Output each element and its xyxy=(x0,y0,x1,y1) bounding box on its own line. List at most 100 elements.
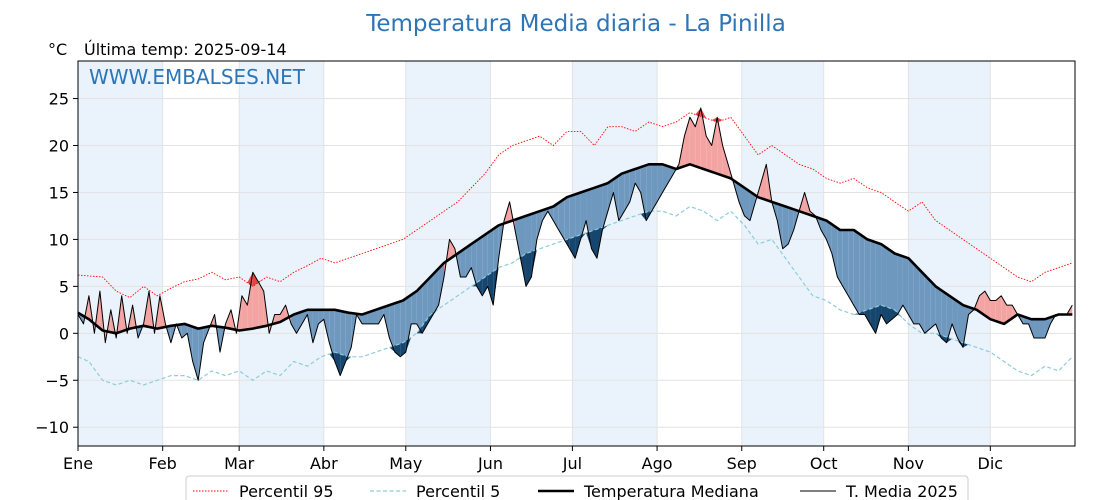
fill-below-median xyxy=(919,269,925,334)
fill-above-median xyxy=(995,295,1002,323)
fill-below-median xyxy=(433,268,439,315)
fill-above-median xyxy=(1001,295,1007,323)
fill-below-median xyxy=(181,324,188,339)
last-temp-label: Última temp: 2025-09-14 xyxy=(84,40,287,59)
fill-above-median xyxy=(722,145,729,178)
fill-below-median xyxy=(438,262,445,306)
fill-below-median xyxy=(662,164,669,193)
fill-below-median xyxy=(891,251,898,320)
fill-below-median xyxy=(820,218,827,240)
fill-below-median xyxy=(902,256,909,315)
fill-above-p95 xyxy=(252,272,259,287)
fill-below-p5 xyxy=(935,333,942,339)
fill-below-median xyxy=(1039,319,1045,339)
fill-below-median xyxy=(946,293,953,343)
fill-below-median xyxy=(908,258,914,324)
y-tick-label: −5 xyxy=(45,371,69,390)
fill-below-median xyxy=(957,301,964,348)
y-tick-label: 20 xyxy=(49,137,69,156)
fill-below-p5 xyxy=(870,307,876,334)
x-tick-label-feb: Feb xyxy=(149,454,177,473)
line-temperatura-mediana xyxy=(77,163,1073,335)
fill-above-median xyxy=(990,300,996,322)
fill-below-p5 xyxy=(602,225,608,231)
month-band-jul xyxy=(572,61,658,446)
fill-below-median xyxy=(668,166,674,184)
fill-below-median xyxy=(515,217,521,259)
fill-below-median xyxy=(853,230,860,315)
y-axis: −10 −5 0 5 10 15 20 25 xyxy=(35,90,78,437)
fill-below-median xyxy=(657,164,663,202)
legend-label-temperatura-mediana: Temperatura Mediana xyxy=(583,482,759,500)
fill-below-median xyxy=(881,244,887,324)
fill-below-median xyxy=(941,290,947,343)
fill-below-p5 xyxy=(531,249,537,277)
fill-above-median xyxy=(700,107,707,170)
x-tick-label-mar: Mar xyxy=(224,454,255,473)
fill-below-median xyxy=(564,196,570,249)
fill-below-median xyxy=(460,247,466,277)
fill-below-median xyxy=(777,203,783,249)
y-unit-label: °C xyxy=(48,40,67,59)
fill-below-median xyxy=(749,191,756,221)
month-band-ene xyxy=(78,61,163,446)
watermark: WWW.EMBALSES.NET xyxy=(89,65,306,89)
y-tick-label: 15 xyxy=(49,183,69,202)
fill-below-median xyxy=(192,326,199,381)
fill-below-median xyxy=(1044,317,1051,339)
fill-below-p5 xyxy=(405,337,412,353)
fill-below-p5 xyxy=(340,353,346,376)
fill-below-p5 xyxy=(476,278,483,296)
fill-below-median xyxy=(651,164,658,212)
legend-label-t-media-2025: T. Media 2025 xyxy=(845,482,958,500)
fill-above-median xyxy=(247,272,253,330)
y-tick-label: 10 xyxy=(49,230,69,249)
line-percentil-5 xyxy=(77,205,1073,386)
fill-above-median xyxy=(979,291,985,316)
fill-below-p5 xyxy=(963,342,969,348)
fill-below-p5 xyxy=(881,305,887,324)
fill-below-median xyxy=(624,170,630,212)
fill-below-p5 xyxy=(569,236,576,259)
fill-above-median xyxy=(760,164,767,200)
x-tick-label-abr: Abr xyxy=(310,454,338,473)
y-tick-label: 0 xyxy=(59,324,69,343)
x-tick-label-ago: Ago xyxy=(642,454,673,473)
line-t-media-2025 xyxy=(77,107,1073,381)
fill-below-median xyxy=(646,164,652,221)
x-tick-label-may: May xyxy=(389,454,422,473)
legend-label-percentil-5: Percentil 5 xyxy=(416,482,500,500)
fill-below-median xyxy=(389,303,395,353)
x-tick-label-jul: Jul xyxy=(562,454,582,473)
x-tick-label-ene: Ene xyxy=(63,454,93,473)
fill-below-median xyxy=(602,183,608,231)
fill-below-median xyxy=(411,291,417,324)
fill-above-median xyxy=(711,117,718,174)
x-tick-label-nov: Nov xyxy=(893,454,924,473)
fill-below-median xyxy=(323,309,330,343)
fill-below-p5 xyxy=(886,307,892,324)
fill-below-median xyxy=(373,308,379,324)
fill-below-p5 xyxy=(422,318,428,334)
fill-below-median xyxy=(427,274,434,324)
fill-below-median xyxy=(558,199,565,240)
fill-below-median xyxy=(312,309,319,343)
fill-below-p5 xyxy=(482,275,488,296)
x-tick-label-jun: Jun xyxy=(477,454,503,473)
fill-below-median xyxy=(864,237,871,324)
x-tick-label-oct: Oct xyxy=(810,454,838,473)
fill-below-median xyxy=(362,312,368,324)
x-tick-label-sep: Sep xyxy=(727,454,757,473)
fill-above-median xyxy=(706,136,712,172)
fill-below-median xyxy=(607,179,614,212)
fill-below-median xyxy=(618,172,625,221)
fill-below-median xyxy=(329,309,335,362)
fill-below-median xyxy=(886,247,892,324)
fill-below-median xyxy=(930,280,936,329)
fill-below-p5 xyxy=(891,308,898,320)
fill-below-p5 xyxy=(875,305,882,334)
fill-below-median xyxy=(635,167,641,193)
fill-below-median xyxy=(405,294,412,353)
x-tick-label-dic: Dic xyxy=(978,454,1004,473)
y-tick-label: −10 xyxy=(35,418,69,437)
